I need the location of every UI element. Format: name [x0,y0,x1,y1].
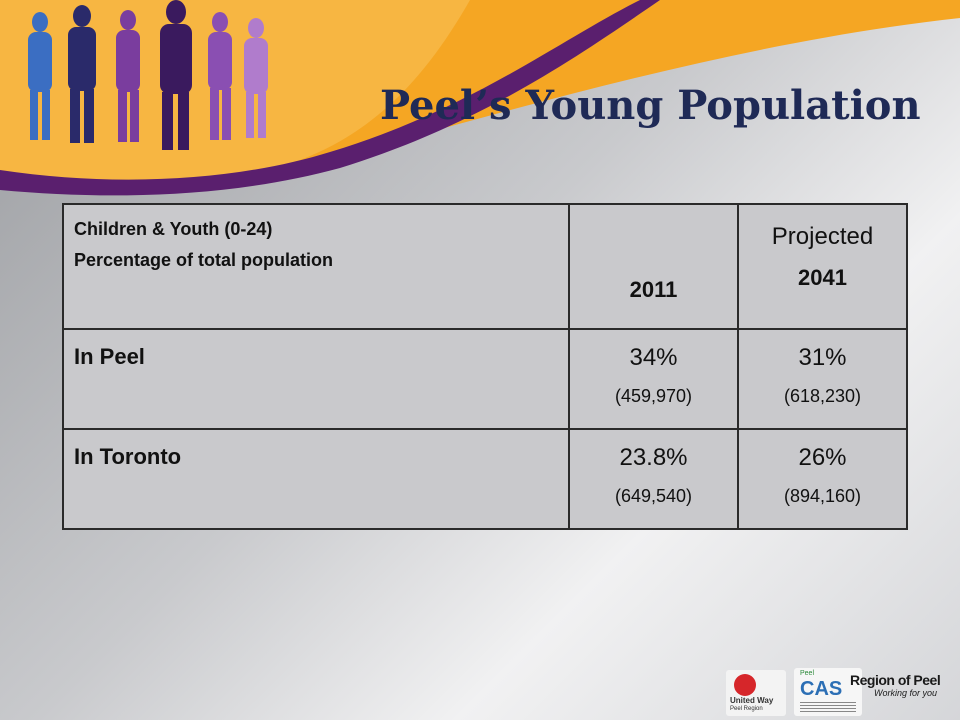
table-row: In Toronto 23.8% (649,540) 26% (894,160) [62,428,908,530]
cas-name: CAS [800,678,843,700]
cas-top-text: Peel [800,670,815,677]
cas-fine-print-icon [800,702,856,712]
slide-title: Peel’s Young Population [380,82,921,129]
banner-purple-swoosh [0,0,660,196]
percent-value: 31% [798,344,847,371]
footer-logos: United Way Peel Region Peel CAS Region o… [724,660,960,720]
table-header-row: Children & Youth (0-24) Percentage of to… [62,203,908,330]
table-row: In Peel 34% (459,970) 31% (618,230) [62,328,908,430]
header-label-cell: Children & Youth (0-24) Percentage of to… [62,203,570,330]
header-banner [0,0,960,196]
united-way-name: United Way [730,696,774,705]
percent-value: 34% [629,344,678,371]
header-2011: 2011 [629,277,678,302]
header-projected: Projected [771,223,874,250]
count-value: (894,160) [783,486,862,506]
people-silhouettes-icon [28,0,268,150]
united-way-logo: United Way Peel Region [726,670,786,716]
region-tagline: Working for you [874,688,938,698]
header-2041: 2041 [798,265,847,290]
header-label-line1: Children & Youth (0-24) [74,219,273,239]
united-way-region: Peel Region [730,706,763,712]
row-label-toronto: In Toronto [62,428,570,530]
cell-peel-2041: 31% (618,230) [737,328,908,430]
cell-toronto-2041: 26% (894,160) [737,428,908,530]
region-of-peel-logo: Region of Peel Working for you [850,672,960,702]
cell-toronto-2011: 23.8% (649,540) [568,428,739,530]
percent-value: 23.8% [619,444,688,471]
row-label-text: In Toronto [74,444,182,469]
count-value: (618,230) [783,386,862,406]
count-value: (649,540) [614,486,693,506]
row-label-text: In Peel [74,344,145,369]
population-table: Children & Youth (0-24) Percentage of to… [62,203,908,530]
header-2041-cell: Projected 2041 [737,203,908,330]
header-label-line2: Percentage of total population [74,250,334,270]
count-value: (459,970) [614,386,693,406]
region-name: Region of Peel [850,672,941,688]
united-way-hand-icon [734,674,756,696]
row-label-peel: In Peel [62,328,570,430]
percent-value: 26% [798,444,847,471]
cell-peel-2011: 34% (459,970) [568,328,739,430]
peel-cas-logo: Peel CAS [794,668,862,716]
header-2011-cell: 2011 [568,203,739,330]
